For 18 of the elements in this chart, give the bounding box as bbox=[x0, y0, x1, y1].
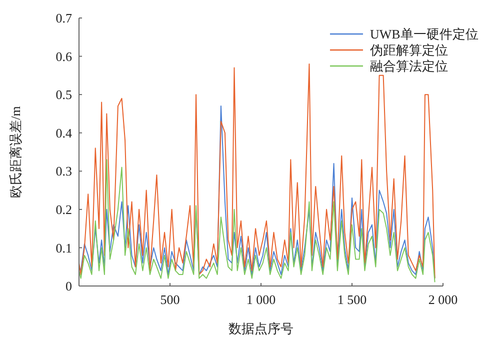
y-tick-label: 0.6 bbox=[56, 48, 72, 64]
x-tick-label: 2 000 bbox=[428, 292, 458, 307]
legend-label: 融合算法定位 bbox=[370, 58, 448, 74]
y-tick-label: 0.7 bbox=[56, 10, 72, 26]
y-tick-label: 0.4 bbox=[56, 125, 72, 140]
legend-label: 伪距解算定位 bbox=[370, 42, 448, 58]
x-tick-label: 1 000 bbox=[246, 292, 276, 307]
line-series bbox=[78, 159, 436, 283]
x-tick-label: 1 500 bbox=[337, 292, 367, 307]
y-tick-label: 0.1 bbox=[56, 240, 72, 256]
x-tick-label: 500 bbox=[160, 292, 180, 307]
y-tick-label: 0.5 bbox=[56, 87, 72, 102]
legend-label: UWB单一硬件定位 bbox=[370, 26, 478, 42]
y-tick-label: 0.2 bbox=[56, 202, 72, 217]
y-axis-title: 欧氏距离误差/m bbox=[8, 106, 23, 198]
y-tick-label: 0 bbox=[66, 278, 72, 294]
x-axis-title: 数据点序号 bbox=[228, 321, 294, 336]
y-tick-label: 0.3 bbox=[56, 164, 72, 179]
